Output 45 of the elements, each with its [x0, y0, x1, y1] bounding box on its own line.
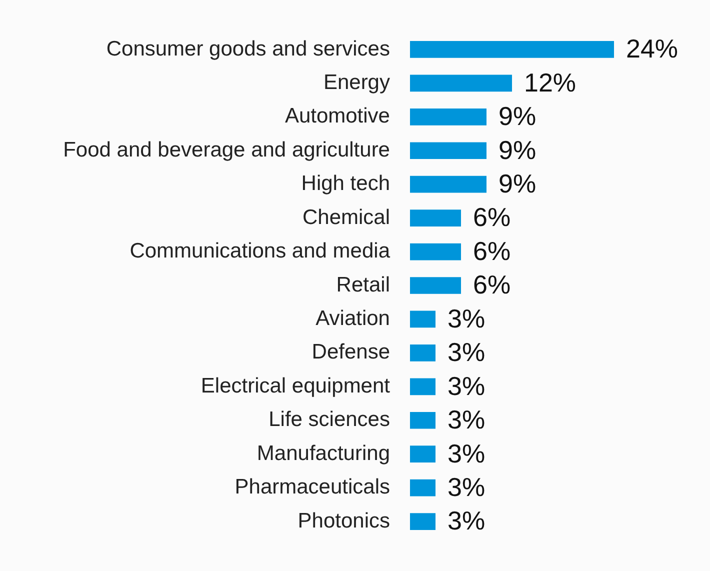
y-tick-label: Manufacturing: [256, 442, 390, 465]
data-label: 9%: [498, 168, 536, 199]
bar: [410, 412, 436, 429]
bar: [410, 74, 512, 92]
data-label: 12%: [524, 67, 576, 98]
y-tick-label: Life sciences: [268, 408, 390, 432]
bar: [410, 277, 461, 294]
y-tick-label: Defense: [312, 340, 390, 364]
y-tick-label: Consumer goods and services: [106, 37, 390, 60]
y-tick-label: Chemical: [302, 206, 390, 229]
y-tick-label: Aviation: [316, 307, 390, 330]
data-label: 3%: [448, 404, 486, 435]
bar: [410, 378, 436, 396]
y-tick-label: Communications and media: [130, 240, 390, 263]
y-tick-label: Food and beverage and agriculture: [63, 138, 390, 162]
y-tick-label: High tech: [301, 172, 390, 196]
data-label: 6%: [473, 270, 511, 300]
data-label: 3%: [448, 472, 486, 502]
data-label: 6%: [473, 236, 511, 266]
y-tick-label: Photonics: [298, 509, 390, 532]
bar: [410, 210, 461, 226]
data-label: 3%: [448, 438, 486, 468]
y-tick-label: Automotive: [284, 104, 390, 128]
data-label: 6%: [473, 202, 511, 232]
bar: [410, 479, 436, 496]
y-tick-label: Retail: [336, 273, 390, 296]
bar: [410, 243, 461, 260]
y-tick-label: Electrical equipment: [200, 374, 390, 398]
data-label: 9%: [498, 134, 536, 165]
data-label: 9%: [498, 101, 536, 132]
data-label: 3%: [448, 506, 486, 536]
data-label: 24%: [626, 34, 678, 64]
bar: [410, 41, 614, 58]
y-tick-label: Energy: [323, 70, 390, 94]
bar: [410, 108, 486, 126]
y-tick-label: Pharmaceuticals: [234, 476, 390, 499]
bar: [410, 344, 436, 362]
data-label: 3%: [448, 303, 486, 334]
bar: [410, 513, 436, 530]
data-label: 3%: [448, 370, 486, 401]
data-label: 3%: [448, 337, 486, 368]
bar: [410, 142, 486, 160]
bar: [410, 176, 486, 193]
bar: [410, 310, 436, 328]
bar: [410, 446, 436, 463]
